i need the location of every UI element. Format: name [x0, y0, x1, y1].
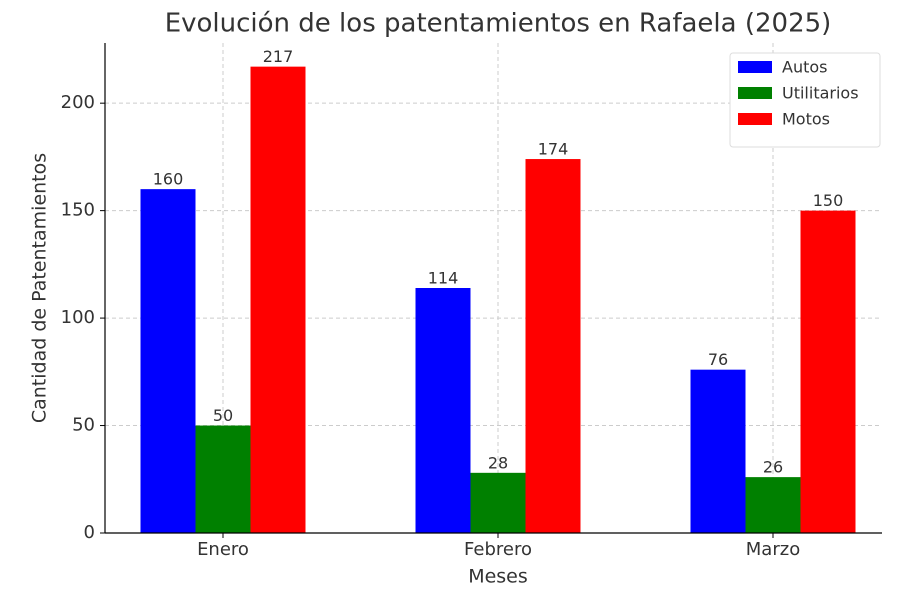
- bar: [250, 66, 306, 533]
- bar: [415, 288, 471, 533]
- legend-swatch: [738, 61, 772, 73]
- legend-swatch: [738, 113, 772, 125]
- y-tick-label: 200: [61, 92, 95, 113]
- legend: Autos Utilitarios Motos: [729, 52, 881, 148]
- x-tick-label: Enero: [197, 539, 249, 560]
- bar: [800, 210, 856, 533]
- x-axis-label: Meses: [468, 566, 528, 588]
- bar: [690, 369, 746, 533]
- y-tick-label: 100: [61, 307, 95, 328]
- chart-title: Evolución de los patentamientos en Rafae…: [165, 9, 832, 39]
- value-label: 76: [708, 350, 728, 369]
- x-tick-label: Marzo: [746, 539, 800, 560]
- value-label: 150: [813, 191, 844, 210]
- legend-swatch: [738, 87, 772, 99]
- value-label: 160: [153, 170, 184, 189]
- plot-area: 0 50 100 150 200 Enero 160 50 217 Febrero 114 28 174…: [61, 43, 882, 560]
- legend-label: Motos: [782, 110, 830, 129]
- y-tick-label: 0: [84, 522, 95, 543]
- value-label: 28: [488, 453, 508, 472]
- value-label: 174: [538, 140, 569, 159]
- bar: [525, 159, 581, 534]
- value-label: 50: [213, 406, 233, 425]
- x-tick-label: Febrero: [464, 539, 532, 560]
- y-axis-label: Cantidad de Patentamientos: [29, 153, 51, 423]
- bar: [470, 472, 526, 533]
- bar: [140, 189, 196, 533]
- y-tick-label: 150: [61, 200, 95, 221]
- y-tick-label: 50: [72, 415, 95, 436]
- legend-label: Utilitarios: [782, 84, 859, 103]
- bar: [745, 477, 801, 533]
- value-label: 114: [428, 269, 459, 288]
- bar: [195, 425, 251, 533]
- legend-label: Autos: [782, 58, 827, 77]
- value-label: 26: [763, 458, 783, 477]
- value-label: 217: [263, 47, 294, 66]
